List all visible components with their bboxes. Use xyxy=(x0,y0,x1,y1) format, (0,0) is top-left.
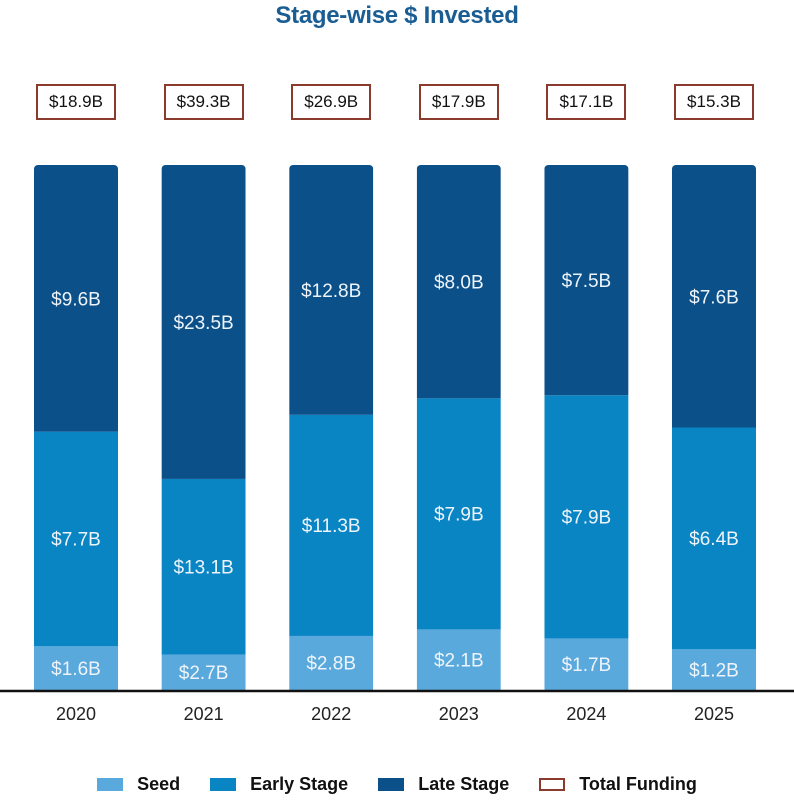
bar-early-2022 xyxy=(289,414,374,636)
legend-item-early-stage: Early Stage xyxy=(210,774,348,795)
bar-group-2025 xyxy=(672,165,756,691)
stacked-bar-chart: $1.6B $7.7B $9.6B 2020 $2.7B $13.1B $23.5B 2021… xyxy=(0,165,794,724)
data-label-late-2022: $12.8B xyxy=(301,281,361,302)
data-label-early-2025: $6.4B xyxy=(689,529,739,550)
bar-early-2023 xyxy=(416,398,501,630)
data-label-early-2021: $13.1B xyxy=(173,557,233,578)
legend-label-total-funding: Total Funding xyxy=(579,774,697,794)
data-label-seed-2024: $1.7B xyxy=(562,655,612,676)
total-funding-box-2021: $39.3B xyxy=(163,84,244,120)
total-funding-box-2020: $18.9B xyxy=(36,84,116,120)
legend-item-total-funding: Total Funding xyxy=(539,774,697,795)
data-label-late-2020: $9.6B xyxy=(51,289,101,310)
legend-swatch-total-funding xyxy=(539,778,566,791)
chart-title: Stage-wise $ Invested xyxy=(275,2,519,29)
legend-swatch-late-stage xyxy=(378,778,405,791)
bar-late-2023 xyxy=(416,165,501,399)
x-tick-label-2021: 2021 xyxy=(184,704,224,724)
bar-group-2021 xyxy=(161,165,246,691)
legend-swatch-seed xyxy=(97,778,124,791)
legend-label-late-stage: Late Stage xyxy=(418,774,510,794)
bar-late-2022 xyxy=(289,165,374,415)
bar-early-2024 xyxy=(544,395,629,639)
total-funding-box-2022: $26.9B xyxy=(291,84,372,120)
legend-item-late-stage: Late Stage xyxy=(378,774,509,795)
legend: Seed Early Stage Late Stage Total Fundin… xyxy=(0,774,794,795)
legend-swatch-early-stage xyxy=(210,778,237,791)
data-label-seed-2020: $1.6B xyxy=(51,659,101,680)
bar-group-2023 xyxy=(416,165,501,691)
data-label-early-2022: $11.3B xyxy=(302,516,361,537)
bar-group-2022 xyxy=(289,165,374,691)
data-label-seed-2025: $1.2B xyxy=(689,660,739,681)
bar-seed-2022 xyxy=(289,635,374,691)
data-label-seed-2023: $2.1B xyxy=(434,650,484,671)
legend-label-early-stage: Early Stage xyxy=(250,774,349,794)
data-label-late-2024: $7.5B xyxy=(562,271,612,292)
total-funding-box-2023: $17.9B xyxy=(418,84,499,120)
x-tick-label-2020: 2020 xyxy=(56,704,96,724)
data-label-early-2023: $7.9B xyxy=(434,505,484,526)
total-funding-box-2025: $15.3B xyxy=(674,84,754,120)
total-funding-box-2024: $17.1B xyxy=(546,84,627,120)
legend-item-seed: Seed xyxy=(97,774,180,795)
data-label-early-2020: $7.7B xyxy=(51,530,101,551)
x-tick-label-2022: 2022 xyxy=(311,704,351,724)
bar-late-2021 xyxy=(161,165,246,479)
bar-group-2024 xyxy=(544,165,629,691)
x-tick-label-2025: 2025 xyxy=(694,704,734,724)
legend-label-seed: Seed xyxy=(137,774,181,794)
bar-late-2024 xyxy=(544,165,629,396)
data-label-seed-2022: $2.8B xyxy=(306,654,356,675)
bar-seed-2021 xyxy=(161,653,246,691)
bar-group-2020 xyxy=(34,165,118,691)
data-label-seed-2021: $2.7B xyxy=(179,663,229,684)
data-label-late-2025: $7.6B xyxy=(689,287,739,308)
bar-early-2020 xyxy=(34,431,118,647)
bar-late-2025 xyxy=(672,165,756,428)
x-tick-label-2024: 2024 xyxy=(566,704,606,724)
data-label-late-2023: $8.0B xyxy=(434,273,484,294)
bar-seed-2020 xyxy=(34,645,118,691)
bar-early-2021 xyxy=(161,478,246,655)
bar-seed-2023 xyxy=(416,628,501,691)
bar-late-2020 xyxy=(34,165,118,432)
data-label-late-2021: $23.5B xyxy=(173,313,233,334)
bar-early-2025 xyxy=(672,427,756,650)
bar-seed-2024 xyxy=(544,637,629,691)
x-tick-label-2023: 2023 xyxy=(439,704,479,724)
data-label-early-2024: $7.9B xyxy=(562,508,612,529)
bar-seed-2025 xyxy=(672,648,756,691)
